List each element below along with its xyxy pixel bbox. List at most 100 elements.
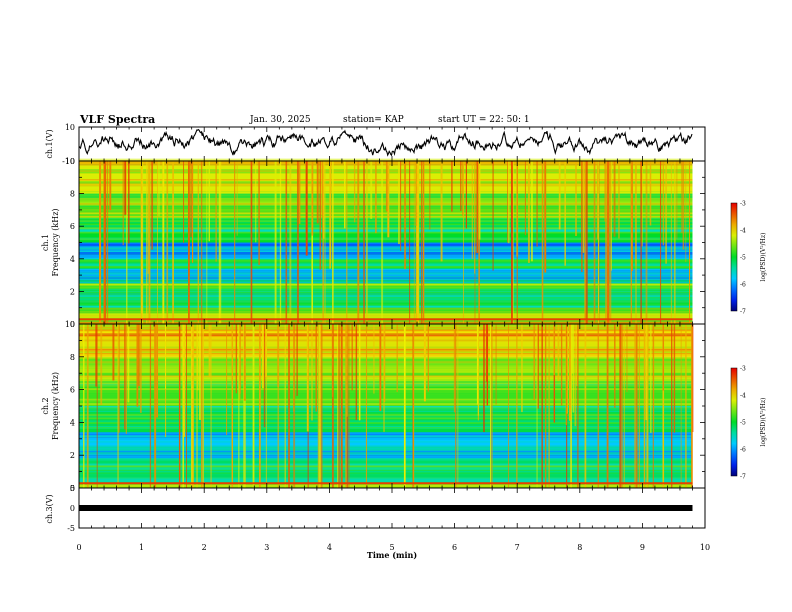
spectrogram-sferic [646,324,648,488]
spectrogram-streak [79,286,693,289]
spectrogram-streak [79,371,693,374]
spectrogram-streak [79,343,693,347]
spectrogram-sferic [631,161,633,272]
spectrogram-streak [79,252,693,255]
spectrogram-sferic [685,161,687,262]
spectrogram-streak [79,419,693,423]
spectrogram-streak [79,465,693,468]
spectrogram-streak [79,297,693,299]
ch2-spectrogram-panel [78,323,706,489]
spectrogram-sferic [581,161,583,273]
spectrogram-streak [79,374,693,377]
spectrogram-sferic [516,161,518,324]
spectrogram-streak [79,231,693,234]
spectrogram-streak [79,392,693,395]
spectrogram-streak [79,229,693,233]
spectrogram-streak [79,209,693,212]
spectrogram-streak [79,197,693,200]
spectrogram-streak [79,471,693,473]
x-tick-label: 1 [139,543,144,552]
spectrogram-sferic [109,161,112,211]
spectrogram-sferic [682,161,685,250]
spectrogram-sferic [570,324,572,488]
spectrogram-sferic [124,161,127,215]
spectrogram-streak [79,260,693,263]
spectrogram-streak [79,255,693,259]
spectrogram-sferic [316,161,319,224]
spectrogram-streak [79,232,693,235]
spectrogram-sferic [338,324,340,488]
spectrogram-streak [79,449,693,451]
spectrogram-streak [79,327,693,331]
spectrogram-sferic [643,324,646,488]
spectrogram-sferic [263,324,266,428]
spectrogram-streak [79,364,693,366]
spectrogram-sferic [422,161,425,324]
spectrogram-sferic [462,161,465,324]
spectrogram-sferic [324,161,326,324]
spectrogram-sferic [191,161,194,263]
spectrogram-sferic [415,161,418,226]
spectrogram-streak [79,456,693,459]
spectrogram-sferic [363,161,365,324]
x-tick-label: 2 [202,543,207,552]
spectrogram-streak [79,350,693,354]
spectrogram-sferic [355,324,358,421]
spectrogram-streak [79,305,693,308]
spectrogram-sferic [490,324,491,488]
spectrogram-sferic [440,161,443,262]
spectrogram-sferic [258,161,260,265]
spectrogram-sferic [524,161,526,236]
spectrogram-streak [79,408,693,411]
spectrogram-streak [79,426,693,429]
spectrogram-sferic [507,161,508,243]
spectrogram-streak [79,214,693,216]
spectrogram-sferic [99,161,102,324]
spectrogram-streak [79,432,693,436]
spectrogram-sferic [680,324,682,488]
spectrogram-streak [79,258,693,260]
spectrogram-sferic [462,161,464,216]
spectrogram-sferic [162,161,165,324]
spectrogram-streak [79,225,693,227]
y-axis-label: ch.1 [41,234,50,251]
spectrogram-sferic [614,324,616,408]
spectrogram-sferic [585,161,588,324]
spectrogram-sferic [527,161,530,263]
spectrogram-sferic [613,161,616,237]
spectrogram-streak [79,388,693,391]
spectrogram-sferic [243,324,246,401]
spectrogram-sferic [103,161,106,324]
spectrogram-streak [79,356,693,359]
spectrogram-sferic [311,324,313,421]
y-tick-label: 8 [70,190,75,199]
spectrogram-sferic [582,161,585,253]
spectrogram-streak [79,262,693,266]
spectrogram-streak [79,276,693,280]
spectrogram-sferic [635,161,637,324]
spectrogram-sferic [557,324,560,382]
spectrogram-streak [79,243,693,247]
spectrogram-sferic [404,161,407,270]
colorbar-tick-label: -4 [740,393,746,400]
spectrogram-streak [79,415,693,418]
spectrogram-streak [79,410,693,412]
spectrogram-streak [79,400,693,403]
spectrogram-streak [79,250,693,253]
spectrogram-streak [79,458,693,461]
spectrogram-sferic [196,324,198,488]
spectrogram-sferic [157,161,158,324]
spectrogram-sferic [673,324,676,433]
spectrogram-sferic [323,161,325,239]
y-tick-label: 10 [65,320,75,329]
colorbar-tick-label: -7 [740,474,746,481]
spectrogram-streak [79,341,693,345]
spectrogram-streak [79,308,693,312]
spectrogram-sferic [455,324,457,488]
spectrogram-streak [79,302,693,306]
spectrogram-sferic [255,161,257,243]
spectrogram-sferic [236,161,238,236]
spectrogram-streak [79,202,693,204]
spectrogram-streak [79,226,693,228]
y-tick-label: 10 [65,123,75,132]
